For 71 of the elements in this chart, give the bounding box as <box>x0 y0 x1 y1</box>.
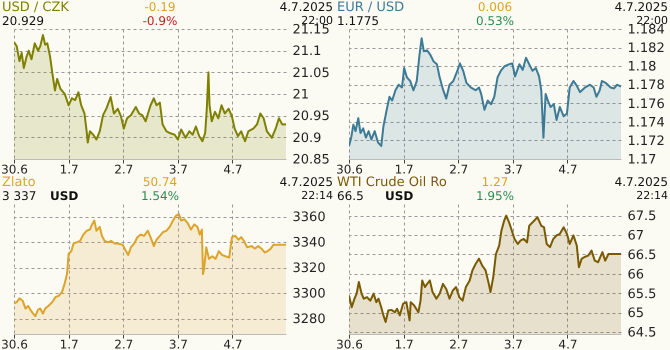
text: 4.7.2025 <box>280 175 333 189</box>
text: 20.929 <box>2 14 44 28</box>
y-tick-label: 21.1 <box>292 44 322 60</box>
x-tick-label: 30.6 <box>1 338 28 350</box>
text: 1.95% <box>476 189 514 203</box>
text: USD <box>50 189 78 203</box>
y-tick-label: 20.85 <box>292 152 330 168</box>
x-tick-label: 30.6 <box>336 338 363 350</box>
chart-title: USD / CZK <box>2 0 69 15</box>
text: -0.19 <box>144 0 176 14</box>
y-tick-label: 65.5 <box>628 286 656 302</box>
y-tick-label: 3300 <box>292 286 326 302</box>
y-tick-label: 66.5 <box>628 248 656 263</box>
y-tick-label: 21.15 <box>292 22 330 38</box>
text: USD <box>385 189 414 203</box>
y-tick-label: 3320 <box>292 261 326 276</box>
text: 4.7.2025 <box>280 0 333 14</box>
y-tick-label: 64.5 <box>628 326 656 341</box>
text: -0.9% <box>142 14 178 28</box>
y-tick-label: 20.9 <box>292 130 322 146</box>
chart-title: EUR / USD <box>337 0 404 15</box>
y-tick-label: 67 <box>628 228 644 244</box>
text: 66.5 <box>337 189 364 203</box>
y-tick-label: 65 <box>628 306 644 322</box>
text: 4.7.2025 <box>614 175 668 189</box>
chart-title: Zlato <box>2 175 36 190</box>
x-tick-label: 3.7 <box>504 162 523 176</box>
y-tick-label: 3280 <box>292 312 326 328</box>
y-tick-label: 21.05 <box>292 66 330 81</box>
y-tick-label: 1.184 <box>628 22 665 38</box>
x-tick-label: 2.7 <box>114 338 134 350</box>
y-tick-label: 1.176 <box>628 96 665 112</box>
x-tick-label: 30.6 <box>336 162 363 176</box>
y-tick-label: 1.18 <box>628 60 656 75</box>
chart-title: WTI Crude Oil Ro <box>337 175 447 190</box>
y-tick-label: 1.182 <box>628 41 665 56</box>
y-tick-label: 1.174 <box>628 115 665 130</box>
text: 0.006 <box>478 0 512 14</box>
x-tick-label: 2.7 <box>449 162 468 176</box>
x-tick-label: 30.6 <box>1 162 28 176</box>
y-tick-label: 1.17 <box>628 152 656 168</box>
text: 1.1775 <box>337 14 379 28</box>
x-tick-label: 2.7 <box>449 338 468 350</box>
x-tick-label: 4.7 <box>223 338 243 350</box>
text: 22:14 <box>301 189 333 202</box>
text: 50.74 <box>142 175 178 189</box>
x-tick-label: 3.7 <box>168 162 188 176</box>
x-tick-label: 2.7 <box>114 162 134 176</box>
x-tick-label: 1.7 <box>60 162 79 176</box>
x-tick-label: 1.7 <box>394 162 414 176</box>
text: 1.27 <box>482 175 508 189</box>
y-tick-label: 21 <box>292 88 310 102</box>
text: 0.53% <box>476 14 514 28</box>
text: 3 337 <box>2 189 36 203</box>
x-tick-label: 1.7 <box>394 338 414 350</box>
x-tick-label: 4.7 <box>223 162 243 176</box>
y-tick-label: 1.172 <box>628 134 665 149</box>
y-tick-label: 66 <box>628 267 644 282</box>
x-tick-label: 3.7 <box>504 338 523 350</box>
y-tick-label: 3360 <box>292 210 326 226</box>
y-tick-label: 67.5 <box>628 209 656 224</box>
y-tick-label: 3340 <box>292 236 326 251</box>
text: 4.7.2025 <box>614 0 668 14</box>
x-tick-label: 4.7 <box>558 338 578 350</box>
x-tick-label: 4.7 <box>558 162 578 176</box>
text: 22:14 <box>636 189 668 202</box>
y-tick-label: 20.95 <box>292 109 330 124</box>
x-tick-label: 1.7 <box>60 338 79 350</box>
text: 1.54% <box>140 189 180 203</box>
y-tick-label: 1.178 <box>628 78 665 94</box>
x-tick-label: 3.7 <box>168 338 188 350</box>
